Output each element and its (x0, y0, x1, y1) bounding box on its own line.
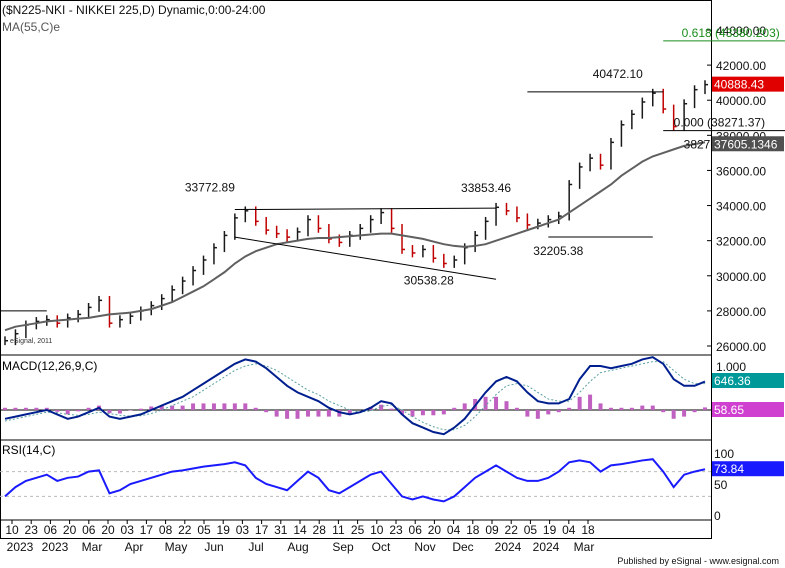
annotation-high-33772: 33772.89 (185, 181, 235, 195)
x-tick-label: 10 (370, 523, 384, 537)
price-tick-label: 28000.00 (716, 305, 766, 319)
x-tick-label: 05 (524, 523, 538, 537)
x-tick-label: 04 (562, 523, 576, 537)
macd-tick-label: 1.000 (716, 360, 746, 374)
price-tick-label: 26000.00 (716, 340, 766, 354)
macd-hist-badge: 58.65 (714, 403, 744, 417)
copyright-mark: eSignal, 2011 (10, 338, 53, 345)
macd-last-badge: 646.36 (714, 374, 751, 388)
plot-frame (0, 0, 712, 539)
x-tick-label: 20 (101, 523, 115, 537)
macd-line (4, 356, 706, 436)
x-tick-label: 28 (313, 523, 327, 537)
footer-published: Published by eSignal - www.esignal.com (617, 556, 779, 566)
x-month-label: 2023 (7, 540, 34, 554)
x-tick-label: 14 (293, 523, 307, 537)
trendline-support (234, 236, 497, 280)
x-month-label: 2024 (495, 540, 522, 554)
x-tick-label: 08 (159, 523, 173, 537)
x-tick-label: 11 (332, 523, 345, 537)
x-tick-label: 09 (485, 523, 499, 537)
x-tick-label: 06 (409, 523, 423, 537)
rsi-tick-label: 50 (714, 478, 728, 492)
x-month-label: Nov (414, 540, 435, 554)
macd-last-badge-bg (712, 373, 784, 388)
x-tick-label: 10 (5, 523, 19, 537)
x-tick-label: 19 (543, 523, 557, 537)
rsi-line (4, 458, 706, 503)
macd-signal-line (4, 361, 705, 431)
x-tick-label: 23 (25, 523, 39, 537)
price-tick-label: 32000.00 (716, 235, 766, 249)
annotation-fib-618: 0.618 (43380.203) (682, 26, 780, 40)
trendline-resistance (234, 207, 497, 211)
x-tick-label: 17 (140, 523, 154, 537)
x-tick-label: 06 (82, 523, 96, 537)
x-tick-label: 23 (389, 523, 403, 537)
x-tick-label: 04 (447, 523, 461, 537)
price-last-badge-bg (712, 76, 784, 92)
x-tick-label: 20 (63, 523, 77, 537)
x-tick-label: 20 (428, 523, 442, 537)
rsi-tick-label: 100 (714, 447, 734, 461)
annotation-high-33853: 33853.46 (461, 181, 511, 195)
price-tick-label: 40000.00 (716, 94, 766, 108)
rsi-last-badge: 73.84 (714, 462, 744, 476)
price-tick-label: 44000.00 (716, 24, 766, 38)
annotation-low-30538: 30538.28 (404, 273, 454, 287)
price-tick-label: 36000.00 (716, 164, 766, 178)
price-tick-label: 30000.00 (716, 270, 766, 284)
x-tick-label: 05 (197, 523, 211, 537)
x-month-label: Aug (287, 540, 308, 554)
macd-hist-badge-bg (712, 402, 784, 417)
ma-legend: MA(55,C)e (2, 20, 61, 34)
x-month-label: Sep (332, 540, 354, 554)
x-month-label: Oct (372, 540, 391, 554)
x-tick-label: 03 (121, 523, 135, 537)
x-tick-label: 22 (505, 523, 519, 537)
x-tick-label: 06 (44, 523, 58, 537)
x-month-label: Jun (204, 540, 223, 554)
x-tick-label: 18 (466, 523, 480, 537)
x-tick-label: 19 (217, 523, 231, 537)
x-month-label: Apr (125, 540, 144, 554)
x-month-label: Mar (82, 540, 103, 554)
macd-legend: MACD(12,26,9,C) (2, 359, 98, 373)
rsi-last-badge-bg (712, 461, 784, 477)
x-tick-label: 18 (581, 523, 595, 537)
x-tick-label: 03 (236, 523, 250, 537)
price-last-badge: 40888.43 (714, 78, 764, 92)
x-tick-label: 22 (178, 523, 192, 537)
ma-last-badge-bg (712, 136, 784, 152)
x-month-label: 2023 (42, 540, 69, 554)
ma-55-line (4, 141, 706, 332)
x-month-label: May (165, 540, 188, 554)
price-tick-label: 34000.00 (716, 200, 766, 214)
price-tick-label: 42000.00 (716, 59, 766, 73)
x-month-label: Dec (452, 540, 473, 554)
x-tick-label: 31 (274, 523, 288, 537)
chart-title: ($N225-NKI - NIKKEI 225,D) Dynamic,0:00-… (2, 3, 266, 17)
x-month-label: Jul (248, 540, 263, 554)
annotation-high-40472: 40472.10 (593, 67, 643, 81)
annotation-fib-0: 0.000 (38271.37) (674, 116, 765, 130)
rsi-legend: RSI(14,C) (2, 443, 56, 457)
ma-last-badge: 37605.1346 (714, 137, 778, 151)
x-month-label: Mar (574, 540, 595, 554)
rsi-tick-label: 0 (714, 509, 721, 523)
x-month-label: 2024 (533, 540, 560, 554)
x-tick-label: 25 (351, 523, 365, 537)
annotation-low-32205: 32205.38 (533, 244, 583, 258)
x-tick-label: 17 (255, 523, 269, 537)
